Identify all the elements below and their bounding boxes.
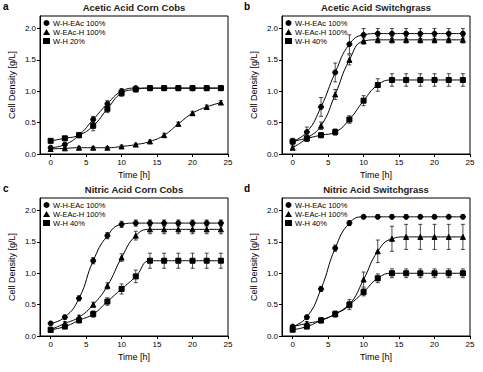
svg-text:a: a [3,1,9,12]
svg-text:b: b [244,1,250,12]
svg-text:25: 25 [224,340,233,349]
svg-text:d: d [244,183,250,194]
svg-text:15: 15 [153,340,162,349]
svg-text:W-H-EAc 100%: W-H-EAc 100% [53,19,106,28]
svg-text:1.5: 1.5 [267,237,279,246]
svg-text:0.5: 0.5 [267,118,279,127]
svg-text:10: 10 [117,158,126,167]
svg-text:20: 20 [430,158,439,167]
svg-text:W-H 40%: W-H 40% [53,219,85,228]
svg-text:25: 25 [466,340,475,349]
svg-text:5: 5 [326,158,331,167]
svg-text:25: 25 [466,158,475,167]
svg-text:1.5: 1.5 [25,55,37,64]
svg-text:c: c [3,183,9,194]
svg-text:W-EAc-H 100%: W-EAc-H 100% [295,210,348,219]
svg-text:Time [h]: Time [h] [360,170,392,180]
svg-text:0.5: 0.5 [25,300,37,309]
svg-text:10: 10 [117,340,126,349]
svg-text:15: 15 [395,340,404,349]
svg-text:Cell Density [g/L]: Cell Density [g/L] [7,233,17,301]
svg-text:1.0: 1.0 [267,269,279,278]
svg-text:W-H 20%: W-H 20% [53,37,85,46]
svg-text:20: 20 [188,158,197,167]
svg-text:0: 0 [290,340,295,349]
svg-text:W-H-EAc 100%: W-H-EAc 100% [295,201,348,210]
svg-text:0.0: 0.0 [267,150,279,159]
svg-text:2.0: 2.0 [25,206,37,215]
svg-text:0.0: 0.0 [25,332,37,341]
svg-text:1.5: 1.5 [25,237,37,246]
svg-text:20: 20 [188,340,197,349]
svg-text:Acetic Acid Corn Cobs: Acetic Acid Corn Cobs [83,2,186,13]
svg-text:W-H 40%: W-H 40% [295,37,327,46]
svg-text:2.0: 2.0 [267,24,279,33]
svg-text:2.0: 2.0 [25,24,37,33]
svg-text:Time [h]: Time [h] [118,170,150,180]
svg-text:0: 0 [48,158,53,167]
svg-text:1.5: 1.5 [267,55,279,64]
svg-text:W-EAc-H 100%: W-EAc-H 100% [53,210,106,219]
svg-text:W-H-EAc 100%: W-H-EAc 100% [53,201,106,210]
svg-text:0: 0 [48,340,53,349]
svg-text:W-EAc-H 100%: W-EAc-H 100% [295,28,348,37]
svg-text:Time [h]: Time [h] [118,352,150,362]
svg-text:Cell Density [g/L]: Cell Density [g/L] [249,233,259,301]
svg-text:5: 5 [84,340,89,349]
svg-text:10: 10 [359,158,368,167]
svg-text:5: 5 [84,158,89,167]
svg-text:5: 5 [326,340,331,349]
svg-text:15: 15 [153,158,162,167]
svg-text:Time [h]: Time [h] [360,352,392,362]
svg-text:0.5: 0.5 [25,118,37,127]
svg-text:1.0: 1.0 [267,87,279,96]
svg-text:1.0: 1.0 [25,87,37,96]
svg-text:W-H 40%: W-H 40% [295,219,327,228]
svg-text:Acetic Acid Switchgrass: Acetic Acid Switchgrass [321,2,431,13]
svg-text:Nitric Acid Switchgrass: Nitric Acid Switchgrass [323,184,429,195]
svg-text:W-EAc-H 100%: W-EAc-H 100% [53,28,106,37]
svg-text:25: 25 [224,158,233,167]
svg-text:Cell Density [g/L]: Cell Density [g/L] [7,51,17,119]
svg-text:20: 20 [430,340,439,349]
svg-text:15: 15 [395,158,404,167]
svg-text:0.5: 0.5 [267,300,279,309]
svg-text:Nitric Acid Corn Cobs: Nitric Acid Corn Cobs [85,184,183,195]
svg-text:0: 0 [290,158,295,167]
svg-text:0.0: 0.0 [267,332,279,341]
svg-text:10: 10 [359,340,368,349]
svg-text:Cell Density [g/L]: Cell Density [g/L] [249,51,259,119]
svg-text:1.0: 1.0 [25,269,37,278]
svg-text:2.0: 2.0 [267,206,279,215]
svg-text:0.0: 0.0 [25,150,37,159]
svg-text:W-H-EAc 100%: W-H-EAc 100% [295,19,348,28]
